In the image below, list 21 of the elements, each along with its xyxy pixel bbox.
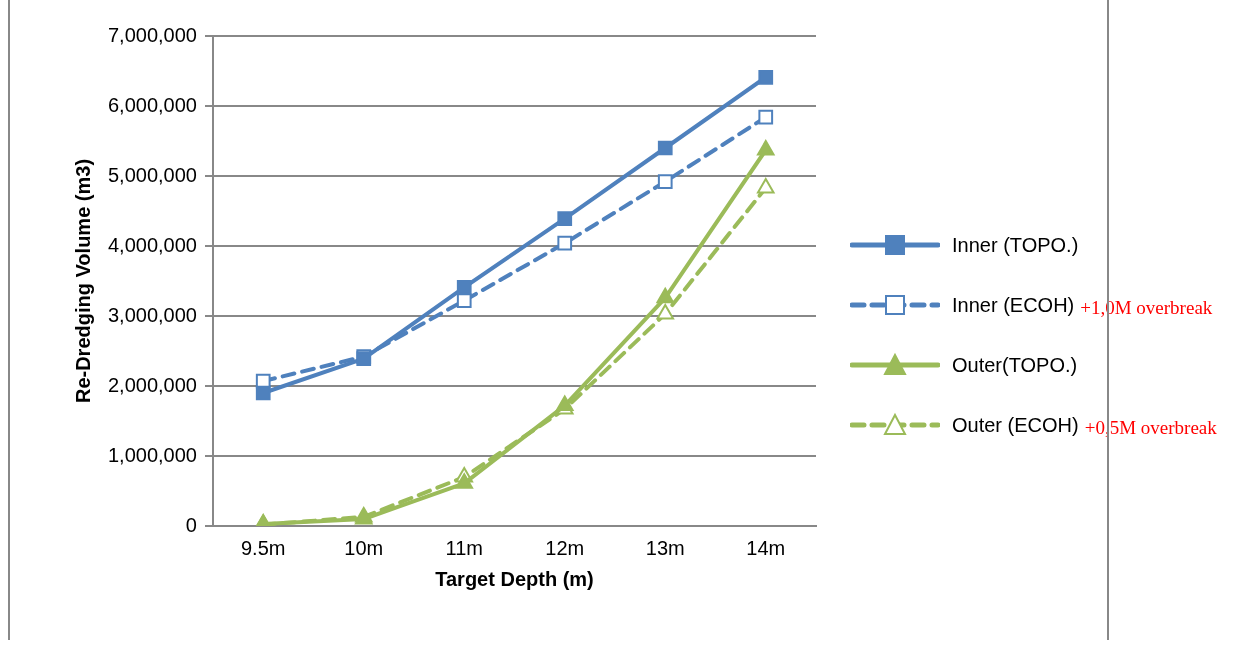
y-tick-label: 6,000,000 <box>107 93 197 116</box>
legend-label: Outer (ECOH) <box>952 413 1079 437</box>
legend-label: Inner (ECOH) <box>952 293 1075 317</box>
x-tick-label: 9.5m <box>240 536 286 559</box>
x-tick-label: 11m <box>445 536 483 559</box>
y-tick-label: 3,000,000 <box>107 303 197 326</box>
y-tick-label: 0 <box>185 513 197 536</box>
x-tick-label: 12m <box>545 536 585 559</box>
legend-label: Inner (TOPO.) <box>952 233 1079 257</box>
x-tick-label: 14m <box>746 536 786 559</box>
text: +0,5M overbreak <box>1084 417 1217 439</box>
y-axis-title: Re-Dredging Volume (m3) <box>71 158 94 404</box>
y-tick-label: 5,000,000 <box>107 163 197 186</box>
legend-label: Outer(TOPO.) <box>952 353 1078 377</box>
x-tick-label: 13m <box>645 536 685 559</box>
y-tick-label: 7,000,000 <box>107 23 197 46</box>
x-tick-label: 10m <box>344 536 384 559</box>
y-tick-label: 1,000,000 <box>107 443 197 466</box>
y-tick-label: 2,000,000 <box>107 373 197 396</box>
x-axis-title: Target Depth (m) <box>435 567 594 590</box>
y-tick-label: 4,000,000 <box>107 233 197 256</box>
